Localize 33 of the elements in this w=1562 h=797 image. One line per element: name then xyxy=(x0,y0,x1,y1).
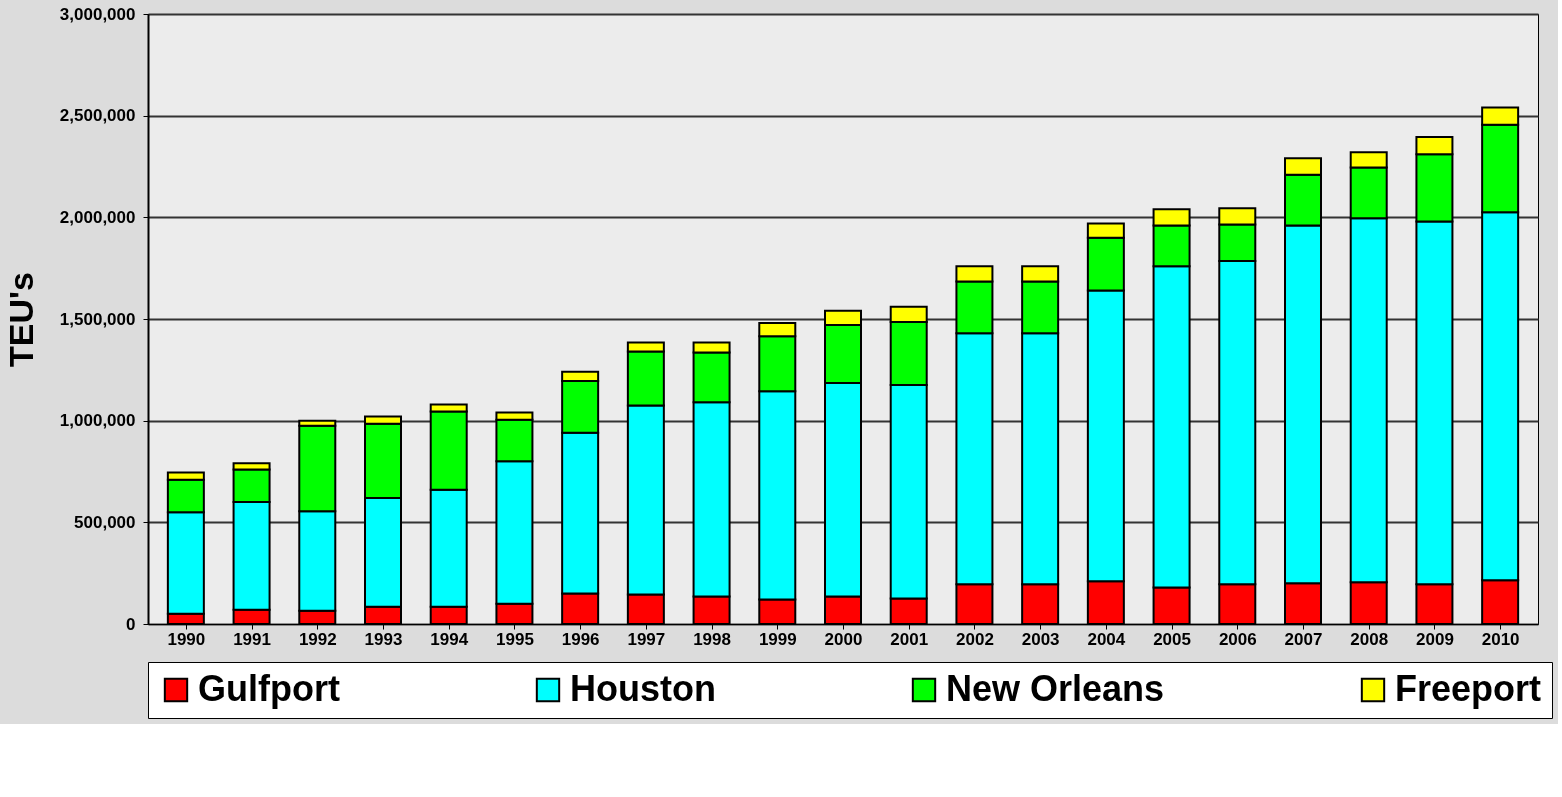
y-axis-title: TEU's xyxy=(1,272,40,367)
x-tick-label: 1999 xyxy=(758,629,797,649)
y-tick-label: 1,500,000 xyxy=(59,309,136,329)
x-tick-label: 1993 xyxy=(364,629,403,649)
x-tick-label: 2010 xyxy=(1481,629,1520,649)
x-tick-label: 2002 xyxy=(956,629,994,649)
legend-label: Gulfport xyxy=(198,668,340,709)
x-tick-label: 2007 xyxy=(1284,629,1323,649)
x-tick-label: 2005 xyxy=(1153,629,1191,649)
x-tick-label: 1991 xyxy=(233,629,271,649)
y-tick-label: 2,500,000 xyxy=(59,106,136,126)
x-tick-label: 2006 xyxy=(1218,629,1257,649)
x-tick-label: 2001 xyxy=(890,629,929,649)
y-tick-label: 3,000,000 xyxy=(59,4,136,24)
x-tick-label: 1995 xyxy=(496,629,534,649)
x-tick-label: 2009 xyxy=(1416,629,1454,649)
x-tick-label: 2003 xyxy=(1021,629,1060,649)
y-tick-label: 0 xyxy=(126,614,136,634)
x-tick-label: 2000 xyxy=(824,629,863,649)
x-tick-label: 1997 xyxy=(627,629,666,649)
x-tick-label: 1998 xyxy=(693,629,731,649)
x-tick-label: 1996 xyxy=(561,629,600,649)
legend-label: Houston xyxy=(570,668,716,709)
x-tick-label: 1992 xyxy=(298,629,337,649)
x-tick-label: 2004 xyxy=(1087,629,1126,649)
legend-label: New Orleans xyxy=(946,668,1165,709)
x-tick-label: 2008 xyxy=(1350,629,1389,649)
x-tick-label: 1994 xyxy=(430,629,469,649)
x-tick-label: 1990 xyxy=(167,629,206,649)
y-tick-label: 500,000 xyxy=(74,512,136,532)
y-tick-label: 2,000,000 xyxy=(59,207,136,227)
y-tick-label: 1,000,000 xyxy=(59,411,136,431)
legend-label: Freeport xyxy=(1395,668,1542,709)
